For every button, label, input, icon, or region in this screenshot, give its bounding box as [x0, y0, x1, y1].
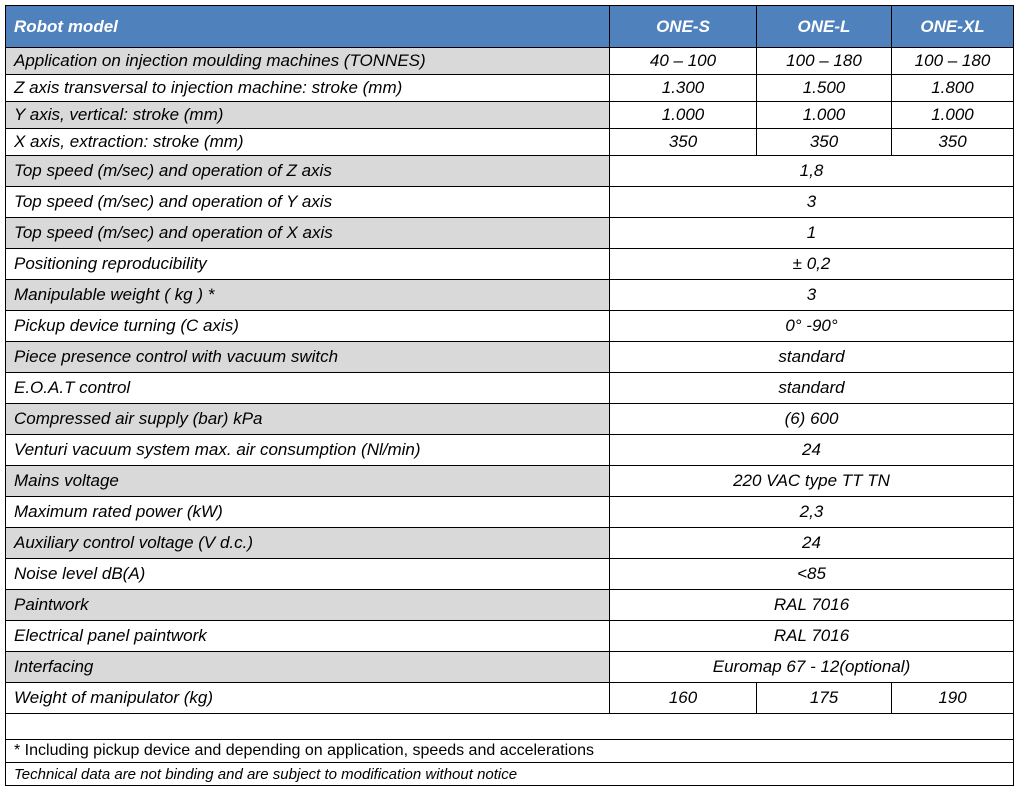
spec-label: Weight of manipulator (kg): [5, 682, 610, 714]
footnote-text: * Including pickup device and depending …: [5, 739, 1014, 763]
spec-value-one-l: 175: [756, 682, 892, 714]
spec-value-shared: 1: [609, 217, 1014, 249]
spec-label: Noise level dB(A): [5, 558, 610, 590]
spec-value-one-l: 1.000: [756, 101, 892, 129]
spec-value-one-xl: 190: [891, 682, 1014, 714]
spec-row: Top speed (m/sec) and operation of Z axi…: [5, 155, 1014, 187]
spec-value-one-s: 350: [609, 128, 757, 156]
spec-label: X axis, extraction: stroke (mm): [5, 128, 610, 156]
spec-label: Mains voltage: [5, 465, 610, 497]
spec-value-shared: RAL 7016: [609, 620, 1014, 652]
spec-label: Pickup device turning (C axis): [5, 310, 610, 342]
spec-row: Auxiliary control voltage (V d.c.) 24: [5, 527, 1014, 559]
spec-value-one-s: 1.300: [609, 74, 757, 102]
spec-row: Top speed (m/sec) and operation of X axi…: [5, 217, 1014, 249]
spec-row: Compressed air supply (bar) kPa (6) 600: [5, 403, 1014, 435]
model-one-xl: ONE-XL: [891, 5, 1014, 48]
spec-label: Electrical panel paintwork: [5, 620, 610, 652]
spec-row: Pickup device turning (C axis) 0° -90°: [5, 310, 1014, 342]
spec-label: E.O.A.T control: [5, 372, 610, 404]
model-one-s: ONE-S: [609, 5, 757, 48]
spec-row: Interfacing Euromap 67 - 12(optional): [5, 651, 1014, 683]
spec-label: Z axis transversal to injection machine:…: [5, 74, 610, 102]
header-label: Robot model: [5, 5, 610, 48]
spec-value-shared: 1,8: [609, 155, 1014, 187]
spacer-cell: [5, 713, 1014, 740]
spec-label: Venturi vacuum system max. air consumpti…: [5, 434, 610, 466]
spec-label: Compressed air supply (bar) kPa: [5, 403, 610, 435]
spec-row: Mains voltage 220 VAC type TT TN: [5, 465, 1014, 497]
spec-row: Noise level dB(A) <85: [5, 558, 1014, 590]
spec-value-shared: RAL 7016: [609, 589, 1014, 621]
model-one-l: ONE-L: [756, 5, 892, 48]
spec-label: Top speed (m/sec) and operation of Z axi…: [5, 155, 610, 187]
spec-value-one-l: 100 – 180: [756, 47, 892, 75]
spec-label: Piece presence control with vacuum switc…: [5, 341, 610, 373]
spec-label: Top speed (m/sec) and operation of X axi…: [5, 217, 610, 249]
spec-label: Maximum rated power (kW): [5, 496, 610, 528]
spec-label: Manipulable weight ( kg ) *: [5, 279, 610, 311]
spec-row: Z axis transversal to injection machine:…: [5, 74, 1014, 102]
spec-row: Weight of manipulator (kg) 160 175 190: [5, 682, 1014, 714]
robot-spec-table: Robot model ONE-S ONE-L ONE-XL Applicati…: [5, 5, 1014, 786]
spec-row: Paintwork RAL 7016: [5, 589, 1014, 621]
spec-row: Venturi vacuum system max. air consumpti…: [5, 434, 1014, 466]
spec-row: Piece presence control with vacuum switc…: [5, 341, 1014, 373]
spec-label: Interfacing: [5, 651, 610, 683]
spec-row: X axis, extraction: stroke (mm) 350 350 350: [5, 128, 1014, 156]
spec-value-one-l: 350: [756, 128, 892, 156]
spec-value-shared: 3: [609, 279, 1014, 311]
spec-value-one-l: 1.500: [756, 74, 892, 102]
footnote-row: * Including pickup device and depending …: [5, 739, 1014, 763]
spec-value-shared: <85: [609, 558, 1014, 590]
spec-label: Application on injection moulding machin…: [5, 47, 610, 75]
disclaimer-row: Technical data are not binding and are s…: [5, 762, 1014, 786]
spec-value-shared: 3: [609, 186, 1014, 218]
spec-label: Y axis, vertical: stroke (mm): [5, 101, 610, 129]
spec-value-shared: ± 0,2: [609, 248, 1014, 280]
disclaimer-text: Technical data are not binding and are s…: [5, 762, 1014, 786]
spec-value-shared: 2,3: [609, 496, 1014, 528]
spec-value-shared: Euromap 67 - 12(optional): [609, 651, 1014, 683]
spec-label: Positioning reproducibility: [5, 248, 610, 280]
spec-row: Manipulable weight ( kg ) * 3: [5, 279, 1014, 311]
header-row: Robot model ONE-S ONE-L ONE-XL: [5, 5, 1014, 48]
spec-value-one-s: 40 – 100: [609, 47, 757, 75]
spec-label: Auxiliary control voltage (V d.c.): [5, 527, 610, 559]
spec-table-body: Robot model ONE-S ONE-L ONE-XL Applicati…: [5, 5, 1014, 786]
spec-value-one-s: 1.000: [609, 101, 757, 129]
spec-value-shared: 24: [609, 527, 1014, 559]
spec-value-shared: standard: [609, 341, 1014, 373]
spec-label: Paintwork: [5, 589, 610, 621]
spec-row: Electrical panel paintwork RAL 7016: [5, 620, 1014, 652]
spec-row: Positioning reproducibility ± 0,2: [5, 248, 1014, 280]
spec-value-one-xl: 100 – 180: [891, 47, 1014, 75]
spacer-row: [5, 713, 1014, 740]
spec-value-shared: 220 VAC type TT TN: [609, 465, 1014, 497]
spec-value-one-xl: 350: [891, 128, 1014, 156]
spec-row: Top speed (m/sec) and operation of Y axi…: [5, 186, 1014, 218]
spec-row: Y axis, vertical: stroke (mm) 1.000 1.000 1…: [5, 101, 1014, 129]
spec-value-shared: 24: [609, 434, 1014, 466]
spec-value-shared: standard: [609, 372, 1014, 404]
spec-value-one-s: 160: [609, 682, 757, 714]
spec-row: E.O.A.T control standard: [5, 372, 1014, 404]
spec-value-one-xl: 1.800: [891, 74, 1014, 102]
spec-value-shared: (6) 600: [609, 403, 1014, 435]
spec-label: Top speed (m/sec) and operation of Y axi…: [5, 186, 610, 218]
spec-value-shared: 0° -90°: [609, 310, 1014, 342]
spec-value-one-xl: 1.000: [891, 101, 1014, 129]
spec-row: Application on injection moulding machin…: [5, 47, 1014, 75]
spec-row: Maximum rated power (kW) 2,3: [5, 496, 1014, 528]
